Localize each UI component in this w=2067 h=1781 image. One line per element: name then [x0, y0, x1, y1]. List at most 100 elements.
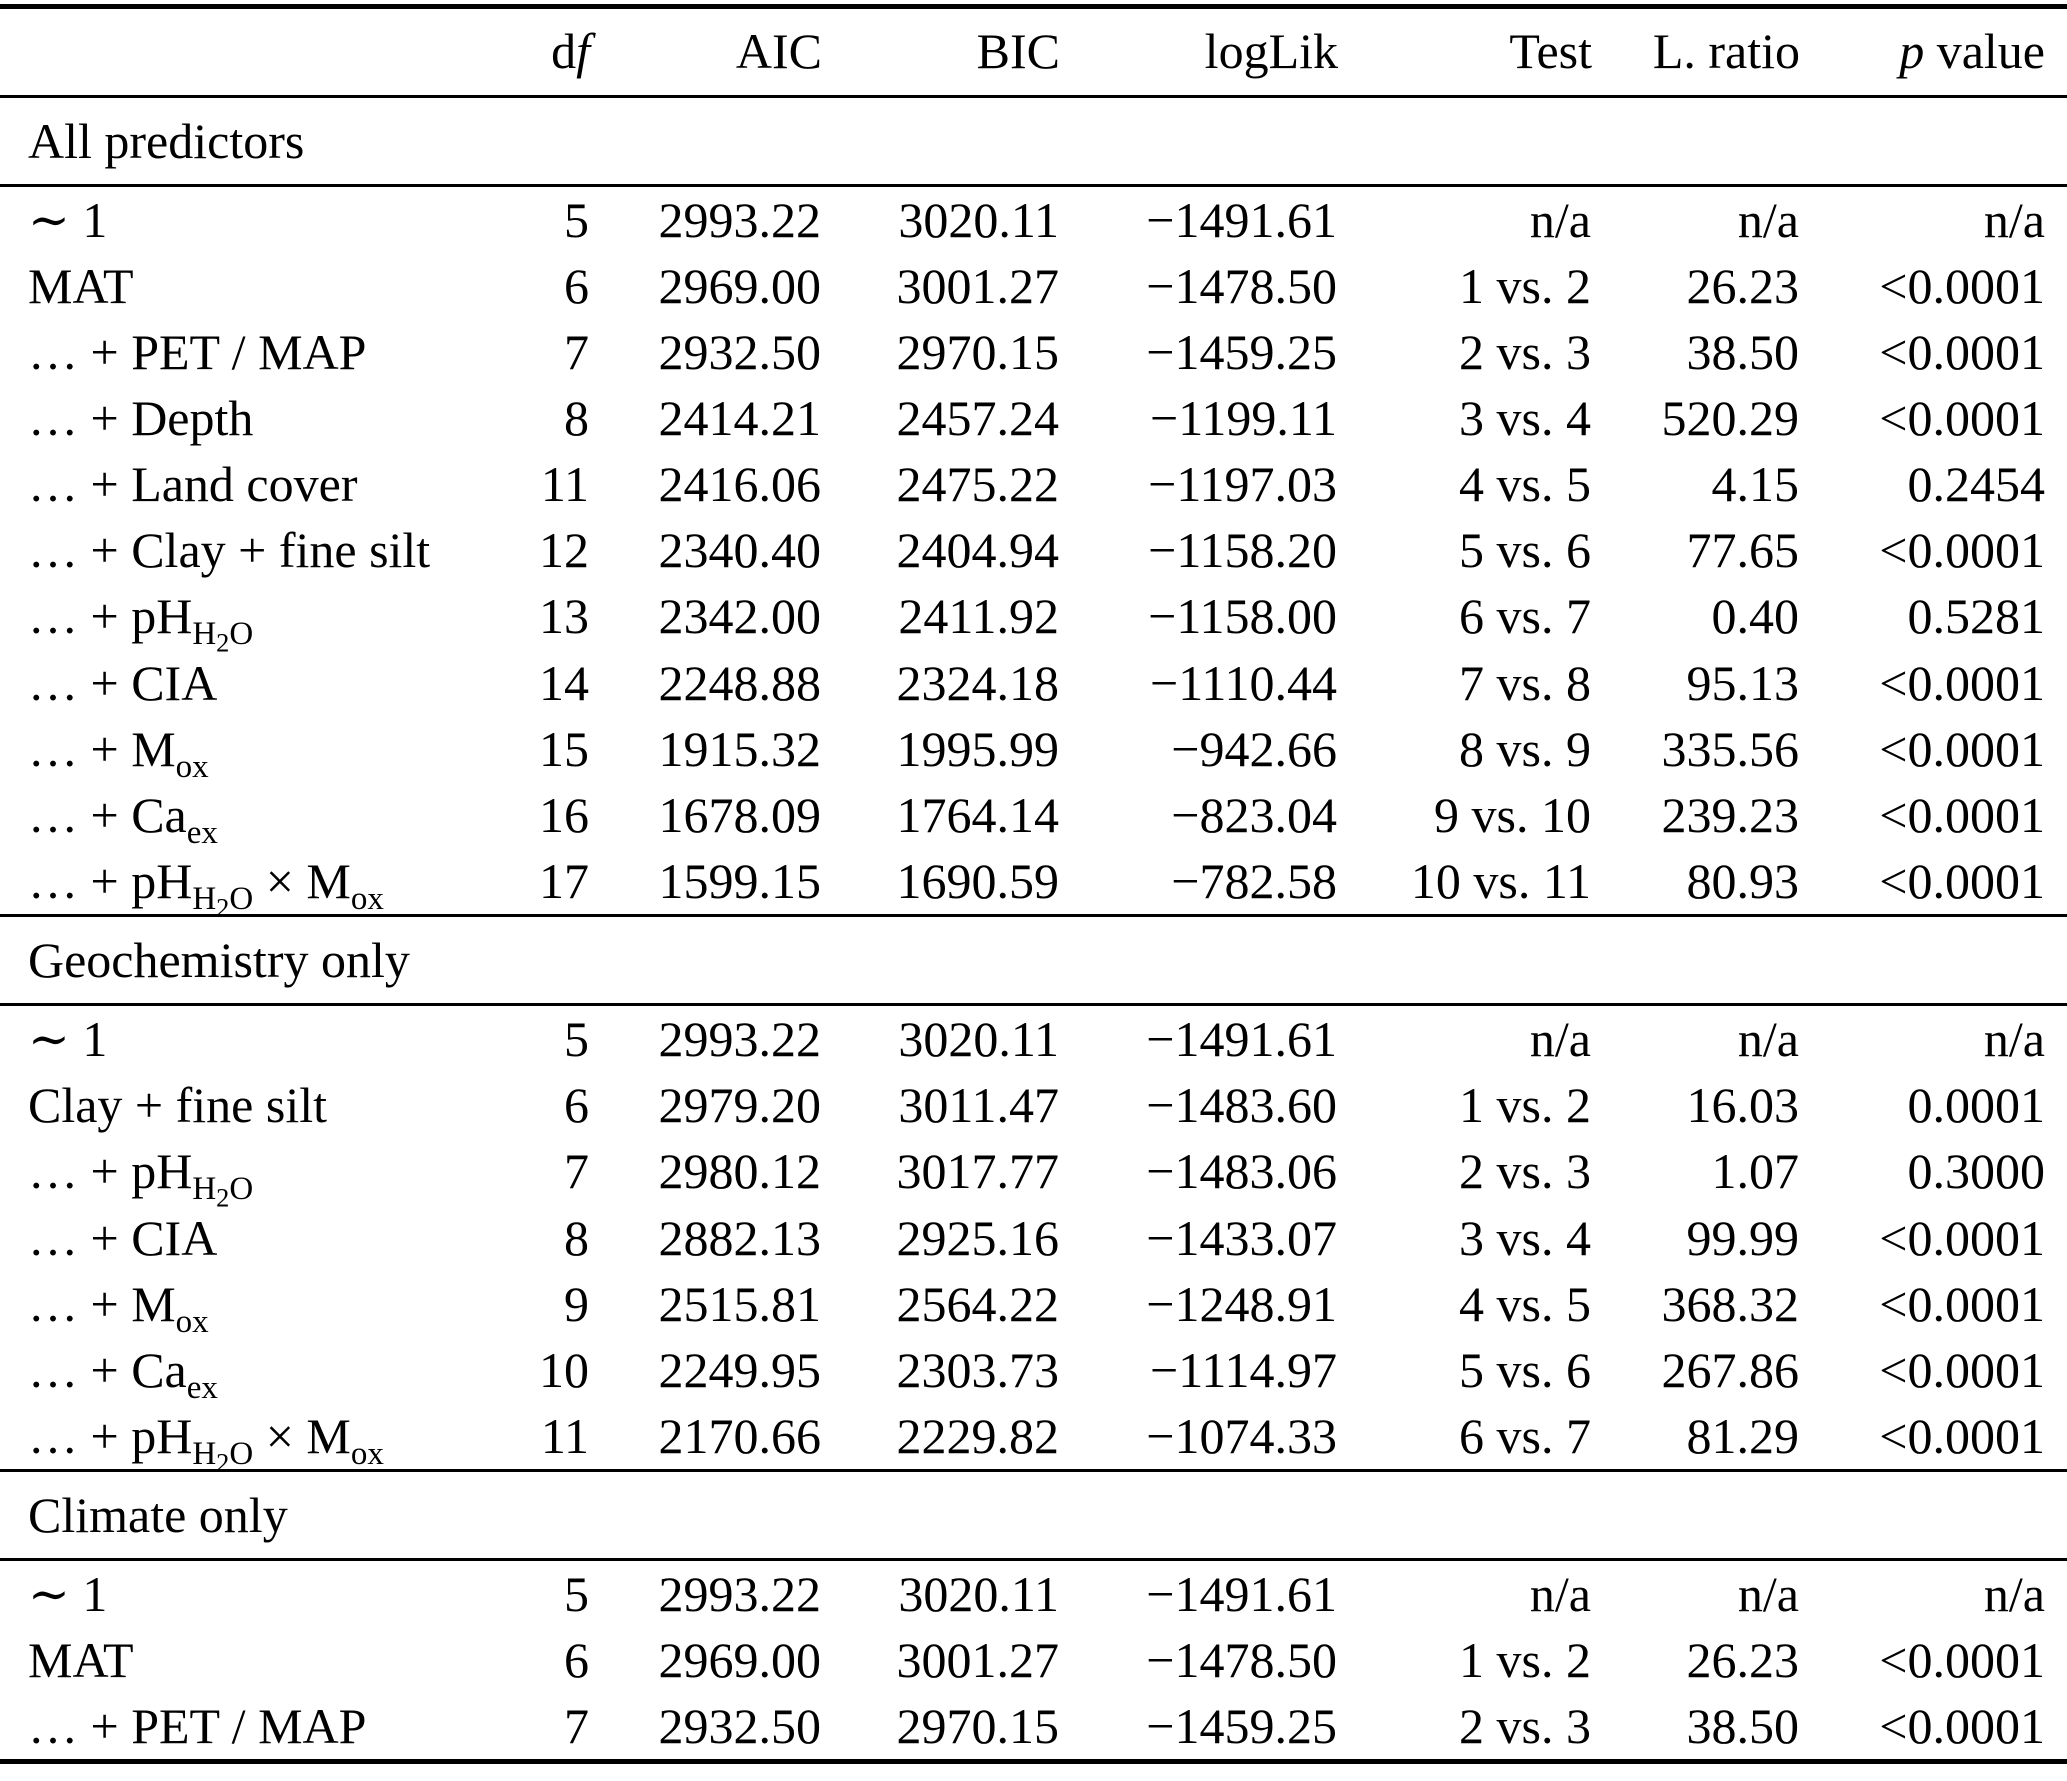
cell-aic: 2993.22	[658, 1566, 822, 1623]
cell-lratio: 81.29	[1686, 1408, 1800, 1465]
section-title: All predictors	[28, 113, 305, 169]
cell-bic: 2925.16	[896, 1209, 1060, 1266]
model-label: … + PET / MAP	[28, 1698, 367, 1755]
cell-test: 3 vs. 4	[1459, 1209, 1591, 1266]
cell-p: 0.2454	[1907, 456, 2046, 512]
cell-aic: 2993.22	[658, 1011, 822, 1068]
table-row: … + Caex 10 2249.95 2303.73 −1114.97 5 vs. 6 2…	[0, 1337, 2067, 1405]
cell-bic: 2229.82	[896, 1408, 1060, 1465]
cell-test: 4 vs. 5	[1459, 1275, 1591, 1332]
cell-p: <0.0001	[1879, 1698, 2045, 1755]
cell-bic: 3020.11	[898, 1566, 1059, 1623]
cell-bic: 2475.22	[896, 456, 1060, 512]
cell-aic: 2932.50	[658, 324, 822, 380]
header-bic: BIC	[976, 23, 1060, 79]
cell-df: 16	[539, 786, 589, 843]
table-row: … + Depth 8 2414.21 2457.24 −1199.11 3 vs. 4 5…	[0, 385, 2067, 451]
cell-test: 3 vs. 4	[1459, 390, 1591, 446]
cell-test: 1 vs. 2	[1459, 1632, 1591, 1689]
cell-df: 5	[564, 192, 589, 248]
cell-aic: 2342.00	[658, 588, 822, 645]
header-row: df AIC BIC logLik Test L. ratio p value	[0, 7, 2067, 97]
table-row: … + Mox 15 1915.32 1995.99 −942.66 8 vs. 9 335…	[0, 716, 2067, 784]
cell-loglik: −1491.61	[1146, 1011, 1337, 1068]
header-aic: AIC	[735, 23, 822, 79]
cell-df: 6	[564, 1077, 589, 1134]
cell-aic: 2882.13	[658, 1209, 822, 1266]
cell-df: 5	[564, 1566, 589, 1623]
header-loglik: logLik	[1204, 23, 1338, 79]
cell-p: <0.0001	[1879, 654, 2045, 711]
cell-loglik: −1478.50	[1146, 1632, 1337, 1689]
model-label: … + PET / MAP	[28, 324, 367, 380]
cell-lratio: 99.99	[1686, 1209, 1800, 1266]
cell-p: n/a	[1983, 1566, 2045, 1623]
cell-p: <0.0001	[1879, 1408, 2045, 1465]
cell-bic: 1690.59	[896, 852, 1060, 909]
cell-df: 8	[564, 1209, 589, 1266]
cell-test: 2 vs. 3	[1459, 1143, 1591, 1200]
model-label: MAT	[28, 258, 134, 314]
cell-aic: 1915.32	[658, 720, 822, 777]
cell-aic: 1599.15	[658, 852, 822, 909]
table-row: … + pHH2O × Mox 11 2170.66 2229.82 −1074.33 6…	[0, 1403, 2067, 1476]
cell-p: <0.0001	[1879, 324, 2045, 380]
cell-df: 12	[539, 522, 589, 578]
header-test: Test	[1509, 23, 1592, 79]
cell-bic: 2303.73	[896, 1341, 1060, 1398]
section-title: Geochemistry only	[28, 932, 410, 989]
cell-lratio: 4.15	[1711, 456, 1800, 512]
model-label: … + pHH2O	[28, 588, 254, 658]
section-header-row: All predictors	[0, 96, 2067, 186]
cell-loglik: −1483.06	[1146, 1143, 1337, 1200]
cell-aic: 2416.06	[658, 456, 822, 512]
cell-bic: 2564.22	[896, 1275, 1060, 1332]
cell-df: 8	[564, 390, 589, 446]
cell-bic: 2404.94	[896, 522, 1060, 578]
cell-p: <0.0001	[1879, 390, 2045, 446]
cell-loglik: −1459.25	[1146, 1698, 1337, 1755]
cell-bic: 3011.47	[898, 1077, 1059, 1134]
cell-aic: 2980.12	[658, 1143, 822, 1200]
model-label: ∼ 1	[28, 1566, 108, 1623]
table-row: … + CIA 14 2248.88 2324.18 −1110.44 7 vs. 8 95…	[0, 650, 2067, 716]
header-df: df	[551, 23, 590, 79]
model-label: … + Mox	[28, 1275, 209, 1340]
cell-test: 6 vs. 7	[1459, 1408, 1591, 1465]
cell-lratio: 1.07	[1711, 1143, 1800, 1200]
model-label: … + CIA	[28, 1209, 218, 1266]
cell-p: <0.0001	[1879, 1275, 2045, 1332]
cell-lratio: 80.93	[1686, 852, 1800, 909]
cell-bic: 3001.27	[896, 1632, 1060, 1689]
cell-lratio: n/a	[1737, 1566, 1799, 1623]
cell-df: 11	[540, 456, 589, 512]
cell-df: 7	[564, 1698, 589, 1755]
cell-p: <0.0001	[1879, 720, 2045, 777]
table-row: MAT 6 2969.00 3001.27 −1478.50 1 vs. 2 26.23 <0…	[0, 1627, 2067, 1693]
cell-lratio: 16.03	[1686, 1077, 1800, 1134]
cell-lratio: 239.23	[1661, 786, 1800, 843]
cell-df: 10	[539, 1341, 589, 1398]
cell-lratio: 267.86	[1661, 1341, 1800, 1398]
cell-df: 13	[539, 588, 589, 645]
table-row: … + Land cover 11 2416.06 2475.22 −1197.03 4 …	[0, 451, 2067, 517]
cell-test: 2 vs. 3	[1459, 1698, 1591, 1755]
cell-test: 7 vs. 8	[1459, 654, 1591, 711]
model-label: ∼ 1	[28, 1011, 108, 1068]
cell-p: <0.0001	[1879, 1209, 2045, 1266]
cell-p: n/a	[1983, 1011, 2045, 1068]
cell-test: 9 vs. 10	[1434, 786, 1591, 843]
cell-loglik: −942.66	[1171, 720, 1337, 777]
table-row: MAT 6 2969.00 3001.27 −1478.50 1 vs. 2 26.23 <0…	[0, 253, 2067, 319]
cell-lratio: 0.40	[1711, 588, 1800, 645]
cell-p: <0.0001	[1879, 522, 2045, 578]
cell-test: 1 vs. 2	[1459, 1077, 1591, 1134]
cell-p: <0.0001	[1879, 1632, 2045, 1689]
cell-loglik: −1459.25	[1146, 324, 1337, 380]
table-row: … + Mox 9 2515.81 2564.22 −1248.91 4 vs. 5 368…	[0, 1271, 2067, 1340]
table-body: All predictors ∼ 1 5 2993.22 3020.11 −1491.61…	[0, 96, 2067, 1762]
cell-df: 7	[564, 324, 589, 380]
model-label: … + pHH2O × Mox	[28, 852, 384, 923]
cell-loglik: −1074.33	[1146, 1408, 1337, 1465]
cell-test: 10 vs. 11	[1410, 852, 1591, 909]
